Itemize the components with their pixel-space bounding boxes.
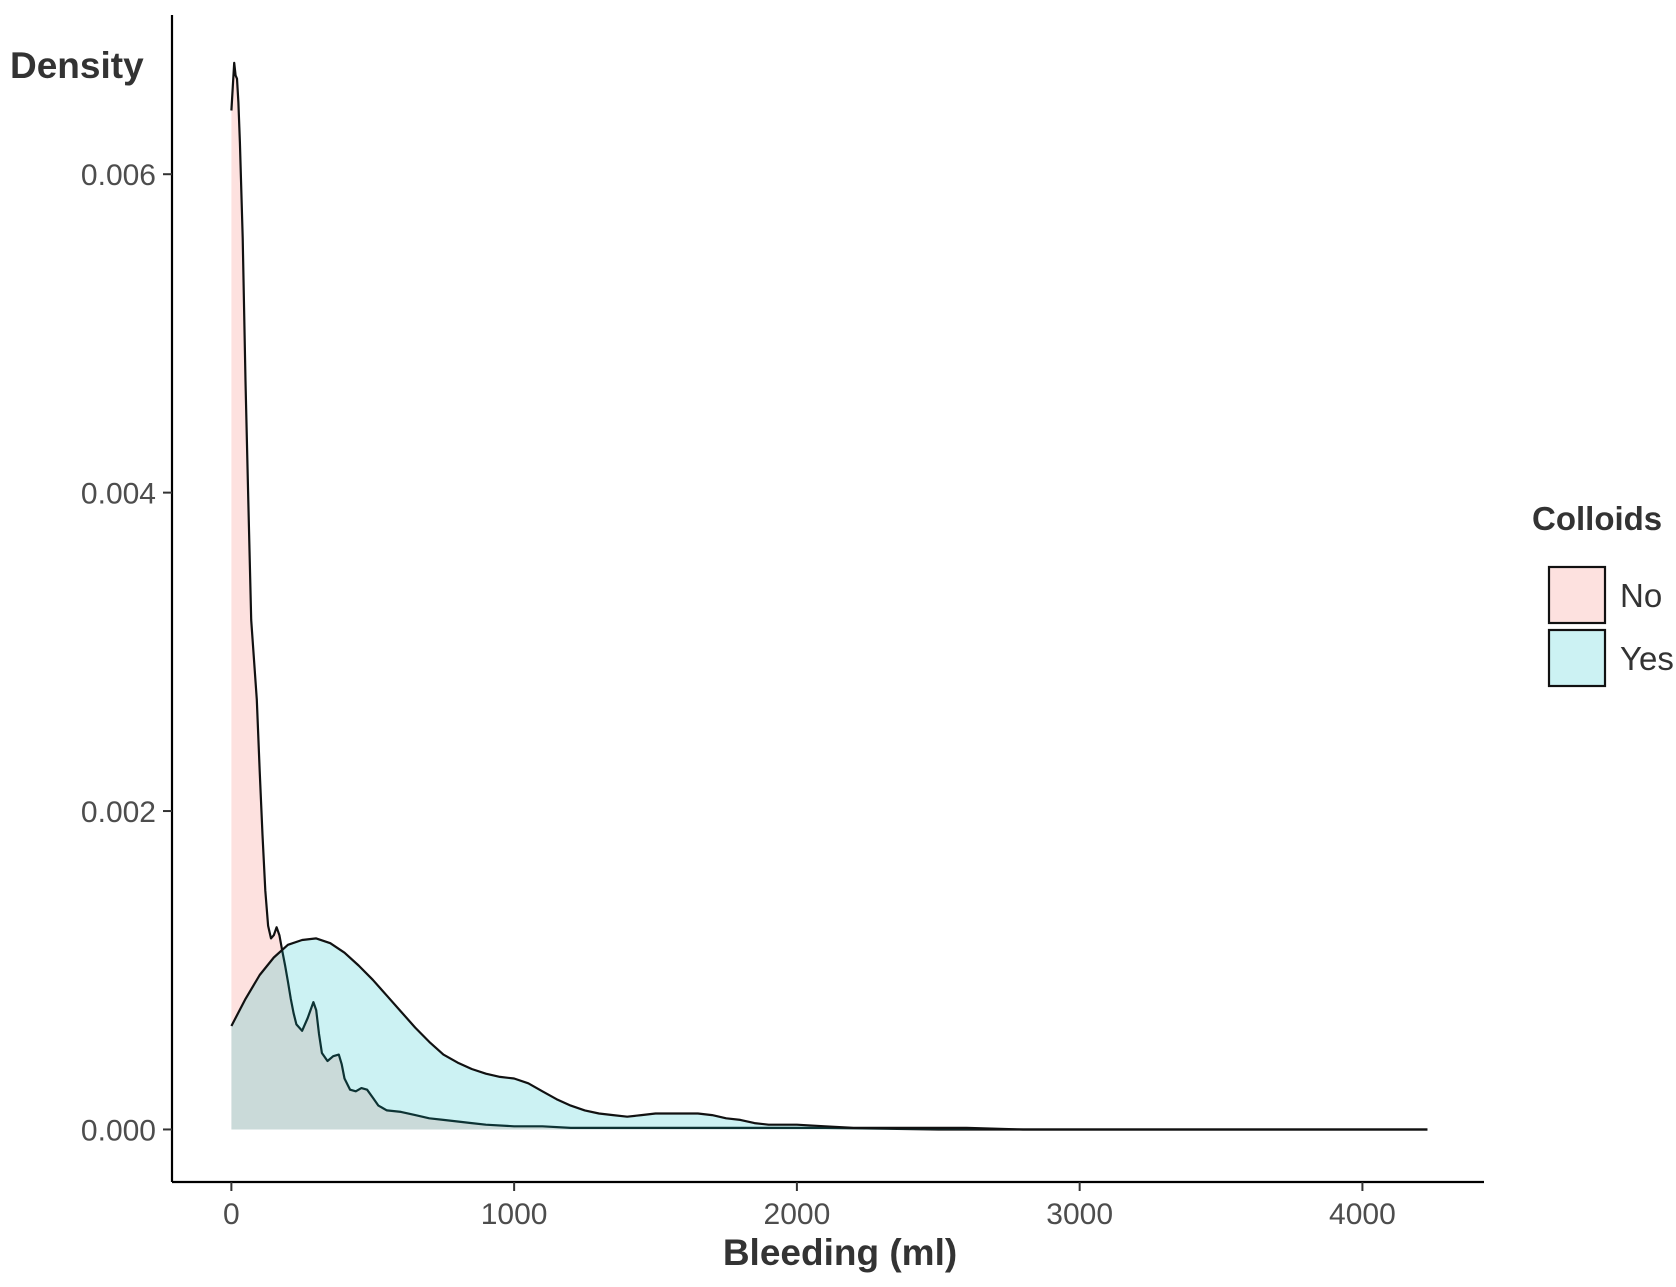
legend-title: Colloids — [1532, 500, 1662, 537]
x-tick-label: 2000 — [764, 1198, 831, 1231]
x-tick-label: 3000 — [1046, 1198, 1113, 1231]
y-axis-title: Density — [10, 45, 144, 86]
density-line-no — [230, 61, 1428, 1131]
density-area-yes — [231, 938, 1428, 1130]
legend-swatch-no — [1547, 565, 1607, 625]
x-axis-title: Bleeding (ml) — [723, 1232, 957, 1273]
x-tick-label: 1000 — [481, 1198, 548, 1231]
legend-swatch-yes — [1547, 628, 1607, 688]
legend-key-bg — [1548, 566, 1606, 624]
legend-label-no: No — [1620, 577, 1662, 614]
legend-key-bg — [1548, 629, 1606, 687]
y-tick-label: 0.000 — [81, 1114, 156, 1147]
density-areas — [230, 61, 1428, 1131]
y-tick-label: 0.002 — [81, 796, 156, 829]
legend-items: No Yes — [1547, 565, 1674, 688]
density-line-yes — [230, 937, 1428, 1131]
y-tick-label: 0.004 — [81, 478, 156, 511]
density-area-no — [231, 62, 1428, 1130]
legend: Colloids No Yes — [1532, 500, 1674, 688]
x-axis: 0 1000 2000 3000 4000 — [172, 1180, 1484, 1231]
y-axis: 0.000 0.002 0.004 0.006 — [81, 15, 174, 1182]
y-tick-label: 0.006 — [81, 159, 156, 192]
legend-label-yes: Yes — [1620, 640, 1674, 677]
x-tick-label: 4000 — [1329, 1198, 1396, 1231]
x-tick-label: 0 — [223, 1198, 240, 1231]
